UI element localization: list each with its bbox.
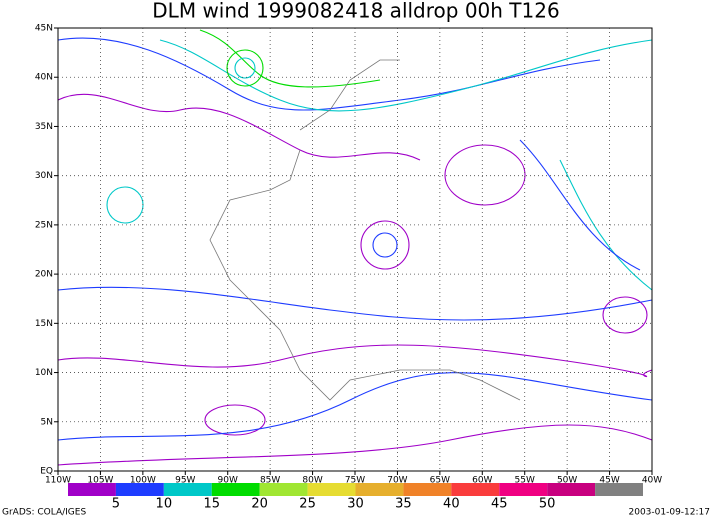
y-label: 35N xyxy=(35,122,53,132)
streamline xyxy=(57,372,653,441)
y-label: 5N xyxy=(41,417,53,427)
colorbar-label: 45 xyxy=(491,497,508,512)
colorbar-label: 15 xyxy=(203,497,220,512)
x-label: 80W xyxy=(302,476,322,486)
colorbar-swatch xyxy=(499,483,548,496)
colorbar-swatch xyxy=(355,483,404,496)
colorbar-swatch xyxy=(595,483,643,496)
colorbar-label: 10 xyxy=(156,497,173,512)
colorbar-swatch xyxy=(68,483,116,496)
coastline xyxy=(209,59,521,401)
streamline xyxy=(57,424,653,466)
x-label: 85W xyxy=(260,476,280,486)
x-label: 65W xyxy=(430,476,450,486)
x-label: 110W xyxy=(45,476,71,486)
x-label: 55W xyxy=(515,476,535,486)
streamlines xyxy=(57,29,653,466)
colorbar-label: 40 xyxy=(443,497,460,512)
streamline xyxy=(57,37,601,111)
x-label: 60W xyxy=(472,476,492,486)
y-label: 40N xyxy=(35,73,53,83)
x-label: 45W xyxy=(599,476,619,486)
x-label: 100W xyxy=(130,476,156,486)
colorbar-label: 25 xyxy=(299,497,316,512)
streamline xyxy=(159,39,653,112)
x-label: 50W xyxy=(557,476,577,486)
colorbar-label: 35 xyxy=(395,497,412,512)
streamline xyxy=(199,29,381,88)
colorbar-label: 30 xyxy=(347,497,364,512)
x-label: 70W xyxy=(387,476,407,486)
colorbar-label: 20 xyxy=(251,497,268,512)
colorbar-swatch xyxy=(163,483,212,496)
colorbar-swatch xyxy=(403,483,452,496)
colorbar-swatch xyxy=(547,483,596,496)
x-label: 95W xyxy=(175,476,195,486)
streamline xyxy=(57,344,653,378)
colorbar-swatch xyxy=(451,483,500,496)
streamline xyxy=(57,93,421,161)
y-label: 25N xyxy=(35,220,53,230)
vortex xyxy=(602,296,648,334)
y-label: 30N xyxy=(35,171,53,181)
y-label: 20N xyxy=(35,270,53,280)
vortex xyxy=(234,57,256,79)
y-label: 45N xyxy=(35,24,53,34)
footer-right: 2003-01-09-12:17 xyxy=(629,508,711,518)
footer-left: GrADS: COLA/IGES xyxy=(2,508,86,518)
streamline xyxy=(57,286,653,321)
vortex xyxy=(360,220,410,270)
x-label: 90W xyxy=(218,476,238,486)
x-label: 75W xyxy=(345,476,365,486)
vortex xyxy=(372,232,398,258)
colorbar-label: 50 xyxy=(539,497,556,512)
y-label: 15N xyxy=(35,319,53,329)
colorbar-label: 5 xyxy=(112,497,120,512)
y-label: EQ xyxy=(40,467,53,477)
vortex xyxy=(106,186,144,224)
vortex xyxy=(226,49,264,87)
vortex xyxy=(444,144,526,206)
x-label: 105W xyxy=(87,476,113,486)
vortex xyxy=(204,404,266,436)
colorbar-swatch xyxy=(259,483,308,496)
x-label: 40W xyxy=(642,476,662,486)
colorbar-swatch xyxy=(307,483,356,496)
map-title: DLM wind 1999082418 alldrop 00h T126 xyxy=(152,0,559,23)
colorbar-swatch xyxy=(211,483,260,496)
colorbar-swatch xyxy=(115,483,164,496)
streamline xyxy=(519,139,641,271)
y-label: 10N xyxy=(35,368,53,378)
